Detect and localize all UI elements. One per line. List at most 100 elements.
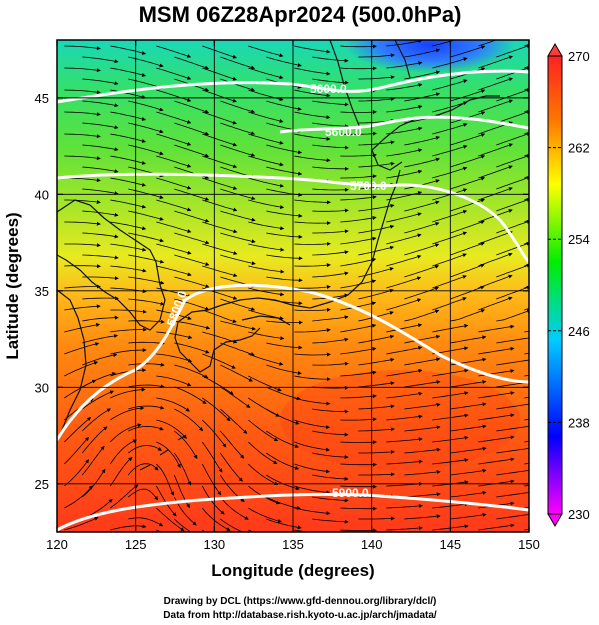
streamline (220, 386, 251, 408)
streamline (294, 67, 331, 76)
streamline (110, 199, 147, 209)
streamline (432, 231, 468, 245)
streamline (386, 368, 423, 377)
streamline (432, 297, 467, 311)
streamline (64, 361, 99, 377)
streamline (294, 111, 331, 120)
streamline (248, 89, 284, 102)
streamline (340, 347, 377, 355)
streamline (432, 275, 467, 289)
streamline (432, 101, 468, 113)
streamline (496, 88, 529, 102)
streamline (340, 257, 377, 267)
streamline (156, 243, 192, 255)
streamline (340, 174, 377, 179)
streamline (450, 154, 486, 168)
streamline (312, 496, 349, 503)
colorbar-tick-label: 246 (568, 324, 590, 339)
colorbar-tick-label: 270 (568, 49, 590, 64)
streamline (358, 75, 395, 80)
colorbar-scale (547, 55, 563, 515)
streamline (110, 133, 147, 143)
streamline (110, 406, 145, 421)
streamline (64, 221, 101, 226)
streamline (450, 176, 486, 190)
streamline (386, 345, 423, 355)
streamline (294, 441, 330, 452)
streamline (358, 404, 395, 410)
streamline (340, 66, 377, 71)
streamline (266, 144, 303, 155)
streamline (358, 449, 395, 454)
streamline (173, 452, 192, 486)
streamline (496, 512, 529, 520)
streamline (312, 430, 349, 437)
streamline (404, 243, 440, 256)
streamline (128, 232, 164, 243)
streamline (312, 361, 349, 366)
streamline (110, 265, 147, 273)
streamline (404, 380, 441, 388)
streamline (358, 288, 394, 300)
streamline (174, 342, 210, 354)
streamline (219, 496, 249, 520)
streamline (248, 287, 285, 297)
streamline (386, 254, 422, 267)
streamline (386, 414, 423, 421)
streamline (220, 320, 256, 331)
streamline (156, 441, 181, 469)
streamline (202, 221, 238, 234)
streamline (266, 100, 302, 111)
streamline (174, 518, 192, 532)
streamline (340, 131, 377, 136)
streamline (312, 166, 349, 171)
streamline (64, 133, 101, 139)
streamline (404, 425, 441, 432)
streamline (220, 122, 256, 136)
streamline (64, 111, 101, 117)
streamline (64, 323, 101, 333)
streamline (82, 390, 115, 410)
streamline (404, 70, 441, 80)
streamline (82, 296, 119, 301)
streamline (478, 55, 513, 69)
streamline (312, 315, 349, 322)
colorbar-tick-label: 238 (568, 415, 590, 430)
streamline (496, 66, 529, 80)
streamline (450, 285, 485, 300)
streamline (248, 155, 284, 167)
streamline (82, 334, 119, 344)
streamline (82, 166, 119, 174)
streamline (340, 153, 377, 158)
streamline (156, 265, 192, 277)
streamline (220, 408, 248, 434)
streamline (110, 221, 147, 231)
streamline (478, 413, 515, 421)
streamline (386, 212, 422, 223)
streamline (156, 375, 192, 387)
streamline (294, 307, 331, 312)
streamline (496, 446, 529, 454)
streamline (496, 424, 529, 432)
streamline (64, 199, 101, 204)
streamline (128, 188, 164, 199)
streamline (128, 298, 165, 306)
streamline (312, 408, 349, 414)
streamline (82, 100, 119, 108)
streamline (220, 100, 256, 114)
x-tick-label: 145 (439, 537, 461, 552)
streamline (386, 323, 423, 333)
y-axis-title: Latitude (degrees) (3, 212, 22, 359)
streamline (404, 264, 440, 278)
streamline (156, 199, 192, 212)
streamline (248, 419, 279, 442)
streamline (156, 463, 174, 496)
streamline (478, 324, 515, 333)
streamline (312, 518, 349, 524)
streamline (386, 169, 423, 179)
streamline (386, 437, 423, 443)
streamline (266, 320, 303, 325)
streamline (128, 254, 165, 264)
streamline (294, 45, 331, 54)
streamline (219, 430, 245, 459)
